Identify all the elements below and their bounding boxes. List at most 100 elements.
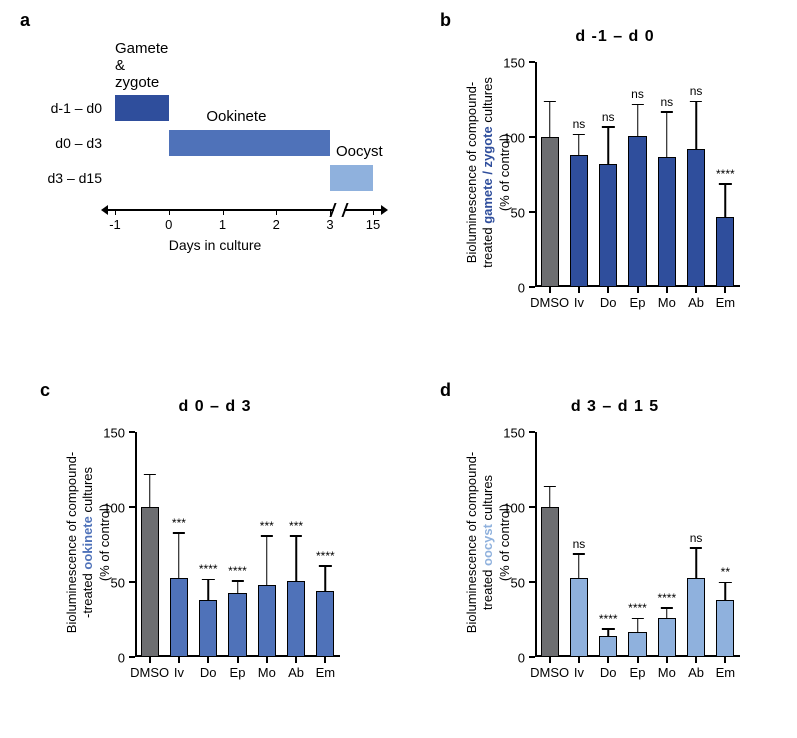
stage-label-gamete-zygote: Gamete&zygote (115, 40, 195, 91)
panel_d-errcap-DMSO (543, 486, 555, 488)
axis-tick--1 (115, 209, 116, 215)
panel_c-bar-DMSO (141, 507, 159, 657)
panel_d-yticklabel-150: 150 (503, 426, 525, 441)
panel_d-ylabel: Bioluminescence of compound-treated oocy… (464, 430, 513, 655)
panel_c-bar-Iv (170, 578, 188, 658)
panel_c-sig-Em: **** (316, 549, 335, 563)
panel_c-yticklabel-50: 50 (111, 576, 125, 591)
panel_b-sig-Mo: ns (660, 95, 673, 109)
stage-label-oocyst: Oocyst (336, 143, 383, 160)
panel_d-err-DMSO (549, 486, 551, 507)
panel_c-err-Em (325, 566, 327, 592)
panel_c-sig-Ep: **** (228, 564, 247, 578)
panel_c-err-Mo (266, 536, 268, 586)
panel_d-err-Do (607, 629, 609, 637)
panel_b-bar-Iv (570, 155, 588, 287)
panel_d-xtick-Iv (578, 657, 580, 663)
panel-a: a Gamete&zygoteOokineteOocystd-1 – d0d0 … (20, 10, 390, 275)
panel_d-xtick-Ep (637, 657, 639, 663)
panel_d-xtick-Do (607, 657, 609, 663)
axis-tick-0 (169, 209, 170, 215)
axis-tick-2 (276, 209, 277, 215)
panel_d-err-Mo (666, 608, 668, 619)
panel_c-xtick-Mo (266, 657, 268, 663)
panel_d-sig-Iv: ns (573, 537, 586, 551)
panel_b-xtick-DMSO (549, 287, 551, 293)
panel_d-xtick-Em (724, 657, 726, 663)
panel_d-yticklabel-0: 0 (518, 651, 525, 666)
panel_b-ytick-150 (529, 61, 535, 63)
panel-b: bd -1 – d 0Bioluminescence of compound-t… (440, 10, 790, 330)
axis-tick-label-3: 3 (318, 217, 342, 232)
panel_d-yaxis (535, 432, 537, 657)
panel_c-err-Iv (178, 533, 180, 578)
panel_c-xtick-Iv (178, 657, 180, 663)
panel_d-sig-Ab: ns (690, 531, 703, 545)
panel_b-yaxis (535, 62, 537, 287)
panel_d-err-Ab (695, 548, 697, 578)
panel_c-err-Ep (237, 581, 239, 593)
panel_b-xtick-Iv (578, 287, 580, 293)
panel_b-title: d -1 – d 0 (440, 28, 790, 46)
panel_b-errcap-Ep (631, 104, 643, 106)
panel_b-xcat-Em: Em (705, 295, 745, 310)
panel_b-ytick-0 (529, 286, 535, 288)
panel_b-err-Iv (578, 134, 580, 155)
panel_c-bar-Mo (258, 585, 276, 657)
panel_c-bar-Do (199, 600, 217, 657)
panel_c-errcap-Ep (231, 580, 243, 582)
panel_b-bar-Ab (687, 149, 705, 287)
panel_d-sig-Em: ** (721, 565, 730, 579)
panel_d-title: d 3 – d 1 5 (440, 398, 790, 416)
panel_c-yticklabel-100: 100 (103, 501, 125, 516)
panel_d-xtick-Mo (666, 657, 668, 663)
panel_d-bar-Do (599, 636, 617, 657)
axis-tick-label-15: 15 (361, 217, 385, 232)
axis-arrow-left (101, 205, 108, 215)
panel_c-ylabel: Bioluminescence of compound--treated ook… (64, 430, 113, 655)
panel_b-sig-Ab: ns (690, 84, 703, 98)
panel_c-sig-Mo: *** (260, 519, 274, 533)
row-label-0: d-1 – d0 (22, 100, 102, 116)
panel_d-bar-DMSO (541, 507, 559, 657)
panel_b-yticklabel-100: 100 (503, 131, 525, 146)
panel_b-bar-Do (599, 164, 617, 287)
axis-tick-3 (330, 209, 331, 215)
panel_c-errcap-Em (319, 565, 331, 567)
axis-tick-15 (373, 209, 374, 215)
panel_c-bar-Ep (228, 593, 246, 658)
panel_d-plot: 050100150DMSOnsIv****Do****Ep****MonsAb*… (535, 432, 740, 657)
panel_b-ytick-50 (529, 211, 535, 213)
panel_c-errcap-Ab (290, 535, 302, 537)
panel_d-yticklabel-100: 100 (503, 501, 525, 516)
panel_c-xtick-Ep (237, 657, 239, 663)
panel_b-err-Mo (666, 112, 668, 157)
panel_b-errcap-Iv (573, 134, 585, 136)
stage-label-ookinete: Ookinete (206, 108, 266, 125)
axis-arrow-right (381, 205, 388, 215)
axis-tick-label-2: 2 (264, 217, 288, 232)
panel_d-errcap-Do (602, 628, 614, 630)
panel_d-yticklabel-50: 50 (511, 576, 525, 591)
panel_b-errcap-DMSO (543, 101, 555, 103)
panel_d-bar-Mo (658, 618, 676, 657)
panel_b-err-Do (607, 127, 609, 165)
panel_d-err-Iv (578, 554, 580, 578)
panel_c-ytick-150 (129, 431, 135, 433)
panel_c-yticklabel-150: 150 (103, 426, 125, 441)
panel_d-bar-Em (716, 600, 734, 657)
panel_c-sig-Ab: *** (289, 519, 303, 533)
panel_d-xcat-Em: Em (705, 665, 745, 680)
panel_b-errcap-Mo (661, 111, 673, 113)
panel_c-errcap-Do (202, 579, 214, 581)
panel_d-errcap-Ab (690, 547, 702, 549)
panel_b-xtick-Do (607, 287, 609, 293)
panel_c-errcap-Iv (173, 532, 185, 534)
panel_c-err-DMSO (149, 474, 151, 507)
panel_c-errcap-DMSO (143, 474, 155, 476)
panel_c-err-Ab (295, 536, 297, 581)
axis-tick-label--1: -1 (103, 217, 127, 232)
panel_b-errcap-Ab (690, 101, 702, 103)
panel_c-bar-Em (316, 591, 334, 657)
panel_b-sig-Iv: ns (573, 117, 586, 131)
